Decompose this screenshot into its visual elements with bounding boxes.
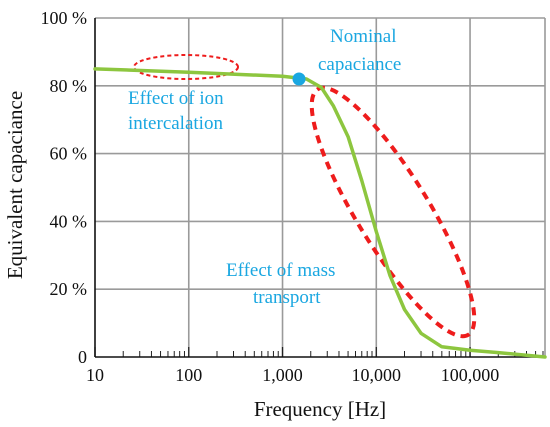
y-axis-title: Equivalent capaciance: [3, 91, 27, 279]
annotation-nominal-line1: Nominal: [330, 26, 397, 47]
y-tick-label: 40 %: [50, 211, 88, 231]
x-tick-label: 10: [86, 365, 104, 385]
x-tick-label: 1,000: [262, 365, 303, 385]
series-layer: [93, 67, 547, 359]
grid: [95, 17, 546, 357]
y-tick-label: 60 %: [50, 144, 88, 164]
y-tick-label: 0: [78, 347, 87, 367]
annotation-nominal-line2: capaciance: [318, 54, 401, 75]
nominal-capacitance-point: [292, 72, 306, 86]
annotation-ion-line2: intercalation: [128, 113, 223, 134]
axes: [94, 18, 545, 358]
x-axis-title: Frequency [Hz]: [254, 397, 386, 421]
x-tick-label: 100,000: [441, 365, 500, 385]
y-tick-label: 80 %: [50, 76, 88, 96]
tick-labels: 0 20 % 40 % 60 % 80 % 100 % 10 100 1,000 10,000 10…: [41, 8, 500, 385]
x-tick-label: 10,000: [352, 365, 402, 385]
y-tick-label: 20 %: [50, 279, 88, 299]
highlight-ellipses: [133, 54, 477, 339]
annotation-mass-line1: Effect of mass: [226, 260, 335, 281]
annotation-mass-line2: transport: [253, 287, 321, 308]
y-tick-label: 100 %: [41, 8, 88, 28]
annotation-ion-line1: Effect of ion: [128, 88, 224, 109]
ion-intercalation-ellipse: [133, 54, 239, 80]
mass-transport-ellipse: [309, 85, 477, 339]
x-tick-label: 100: [175, 365, 202, 385]
